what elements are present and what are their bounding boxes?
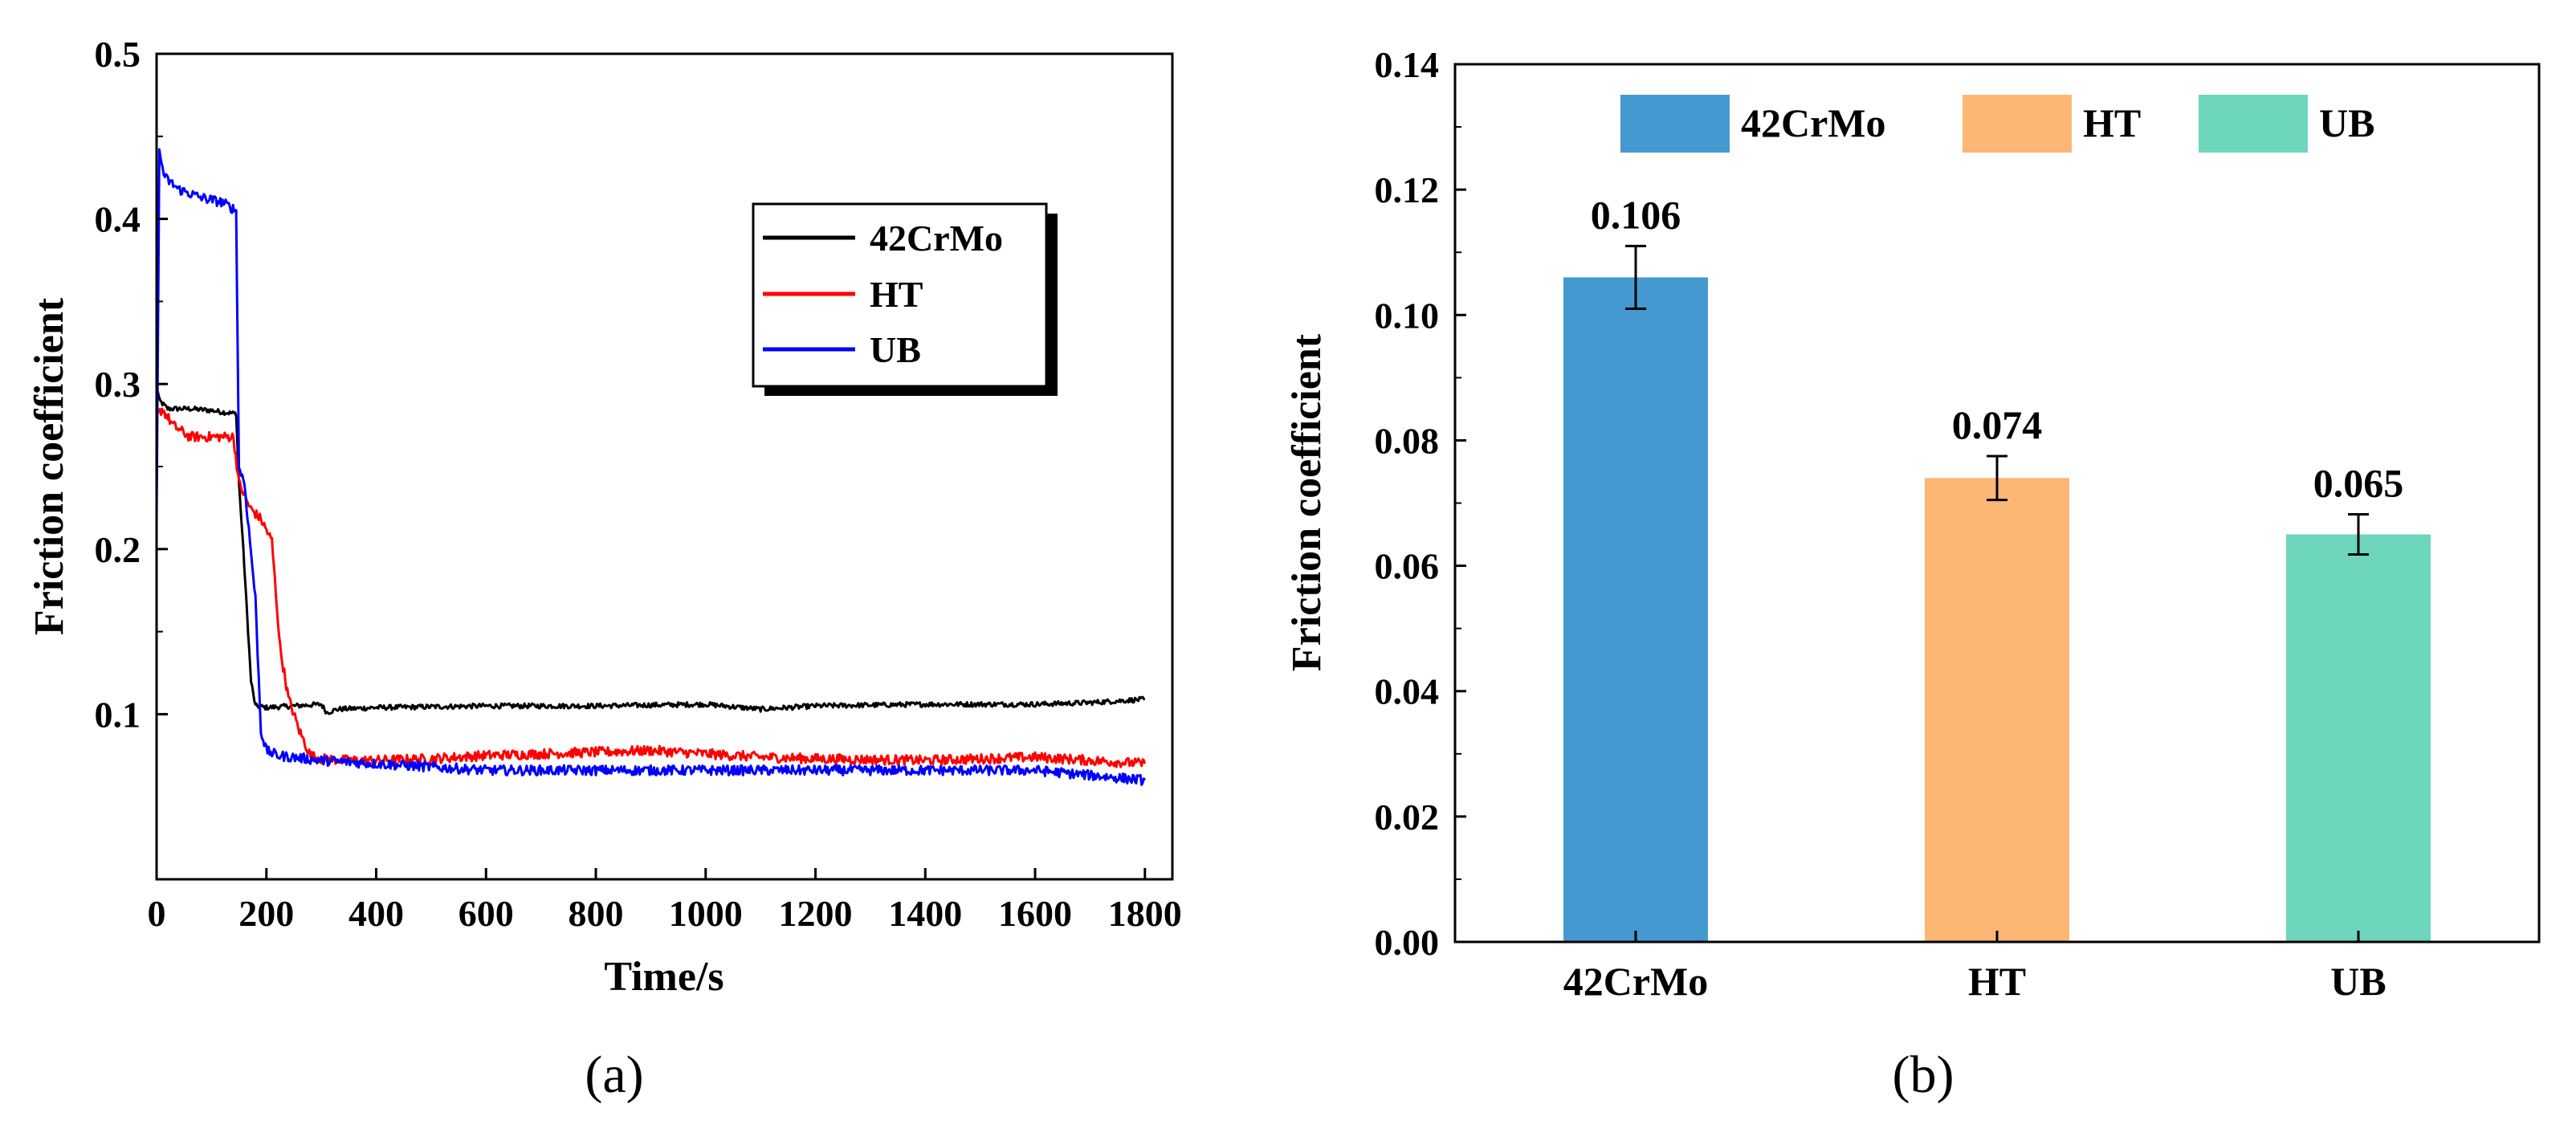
x-tick-label: 1800 [1108, 893, 1182, 934]
series-line-ht [156, 407, 1147, 768]
y-axis-label: Friction coefficient [26, 297, 72, 635]
legend-swatch-ub [2199, 95, 2308, 153]
x-tick-label: 800 [569, 893, 624, 934]
y-tick-label: 0.00 [1375, 922, 1440, 963]
x-tick-label-42crmo: 42CrMo [1563, 959, 1709, 1004]
x-tick-label: 1400 [888, 893, 962, 934]
y-tick-label: 0.02 [1375, 797, 1440, 838]
y-tick-label: 0.3 [95, 364, 141, 405]
series-line-ub [155, 148, 1147, 786]
x-tick-label: 1200 [779, 893, 853, 934]
legend-label-ht: HT [870, 274, 923, 315]
legend: 42CrMo HT UB [1620, 95, 2374, 153]
y-tick-label: 0.06 [1375, 546, 1440, 587]
y-tick-label: 0.2 [95, 529, 141, 570]
legend-label-ht: HT [2083, 100, 2141, 145]
legend-label-ub: UB [870, 329, 921, 370]
legend-label-42crmo: 42CrMo [1741, 100, 1886, 145]
panel-a-caption: (a) [585, 1046, 643, 1104]
y-tick-label: 0.12 [1375, 169, 1440, 210]
legend-label-42crmo: 42CrMo [870, 218, 1003, 259]
legend-label-ub: UB [2319, 100, 2374, 145]
bar-group: 0.106 0.074 0.065 [1563, 192, 2431, 942]
series-line-42crmo [155, 383, 1146, 715]
value-label-ht: 0.074 [1952, 402, 2043, 447]
y-tick-label: 0.10 [1375, 295, 1440, 336]
legend: 42CrMo HT UB [752, 202, 1058, 396]
x-axis-label: Time/s [604, 954, 723, 1000]
x-tick-label: 1000 [669, 893, 743, 934]
tick-group: 0.00 0.02 0.04 0.06 0.08 0.10 0.12 0.14 42CrMo HT… [1375, 44, 2386, 1004]
line-series-group [155, 148, 1147, 786]
legend-swatch-ht [1963, 95, 2072, 153]
panel-b-bar-chart: 0.106 0.074 0.065 0.00 0.02 0.04 0.06 0.08 0.10… [1284, 44, 2541, 1104]
y-tick-label: 0.5 [95, 34, 141, 75]
x-tick-label: 400 [348, 893, 404, 934]
x-tick-label-ht: HT [1968, 959, 2026, 1004]
panel-a-line-chart: 0 200 400 600 800 1000 1200 1400 1600 1800 0.1 0.2 0… [26, 34, 1182, 1104]
x-tick-label: 1600 [998, 893, 1072, 934]
x-tick-label-ub: UB [2330, 959, 2386, 1004]
value-label-ub: 0.065 [2313, 461, 2404, 506]
y-tick-label: 0.08 [1375, 420, 1440, 461]
bar-ub [2286, 534, 2431, 942]
tick-group: 0 200 400 600 800 1000 1200 1400 1600 1800 0.1 0.2 0… [95, 34, 1182, 934]
y-tick-label: 0.1 [95, 694, 141, 735]
bar-42crmo [1563, 277, 1708, 942]
y-axis-label: Friction coefficient [1284, 333, 1330, 671]
bar-ht [1925, 478, 2069, 942]
y-tick-label: 0.04 [1375, 671, 1440, 712]
x-tick-label: 600 [459, 893, 514, 934]
x-tick-label: 0 [148, 893, 166, 934]
panel-b-caption: (b) [1893, 1046, 1954, 1104]
y-tick-label: 0.4 [95, 199, 141, 240]
legend-swatch-42crmo [1620, 95, 1730, 153]
value-label-42crmo: 0.106 [1591, 192, 1681, 237]
x-tick-label: 200 [238, 893, 294, 934]
y-tick-label: 0.14 [1375, 44, 1440, 85]
